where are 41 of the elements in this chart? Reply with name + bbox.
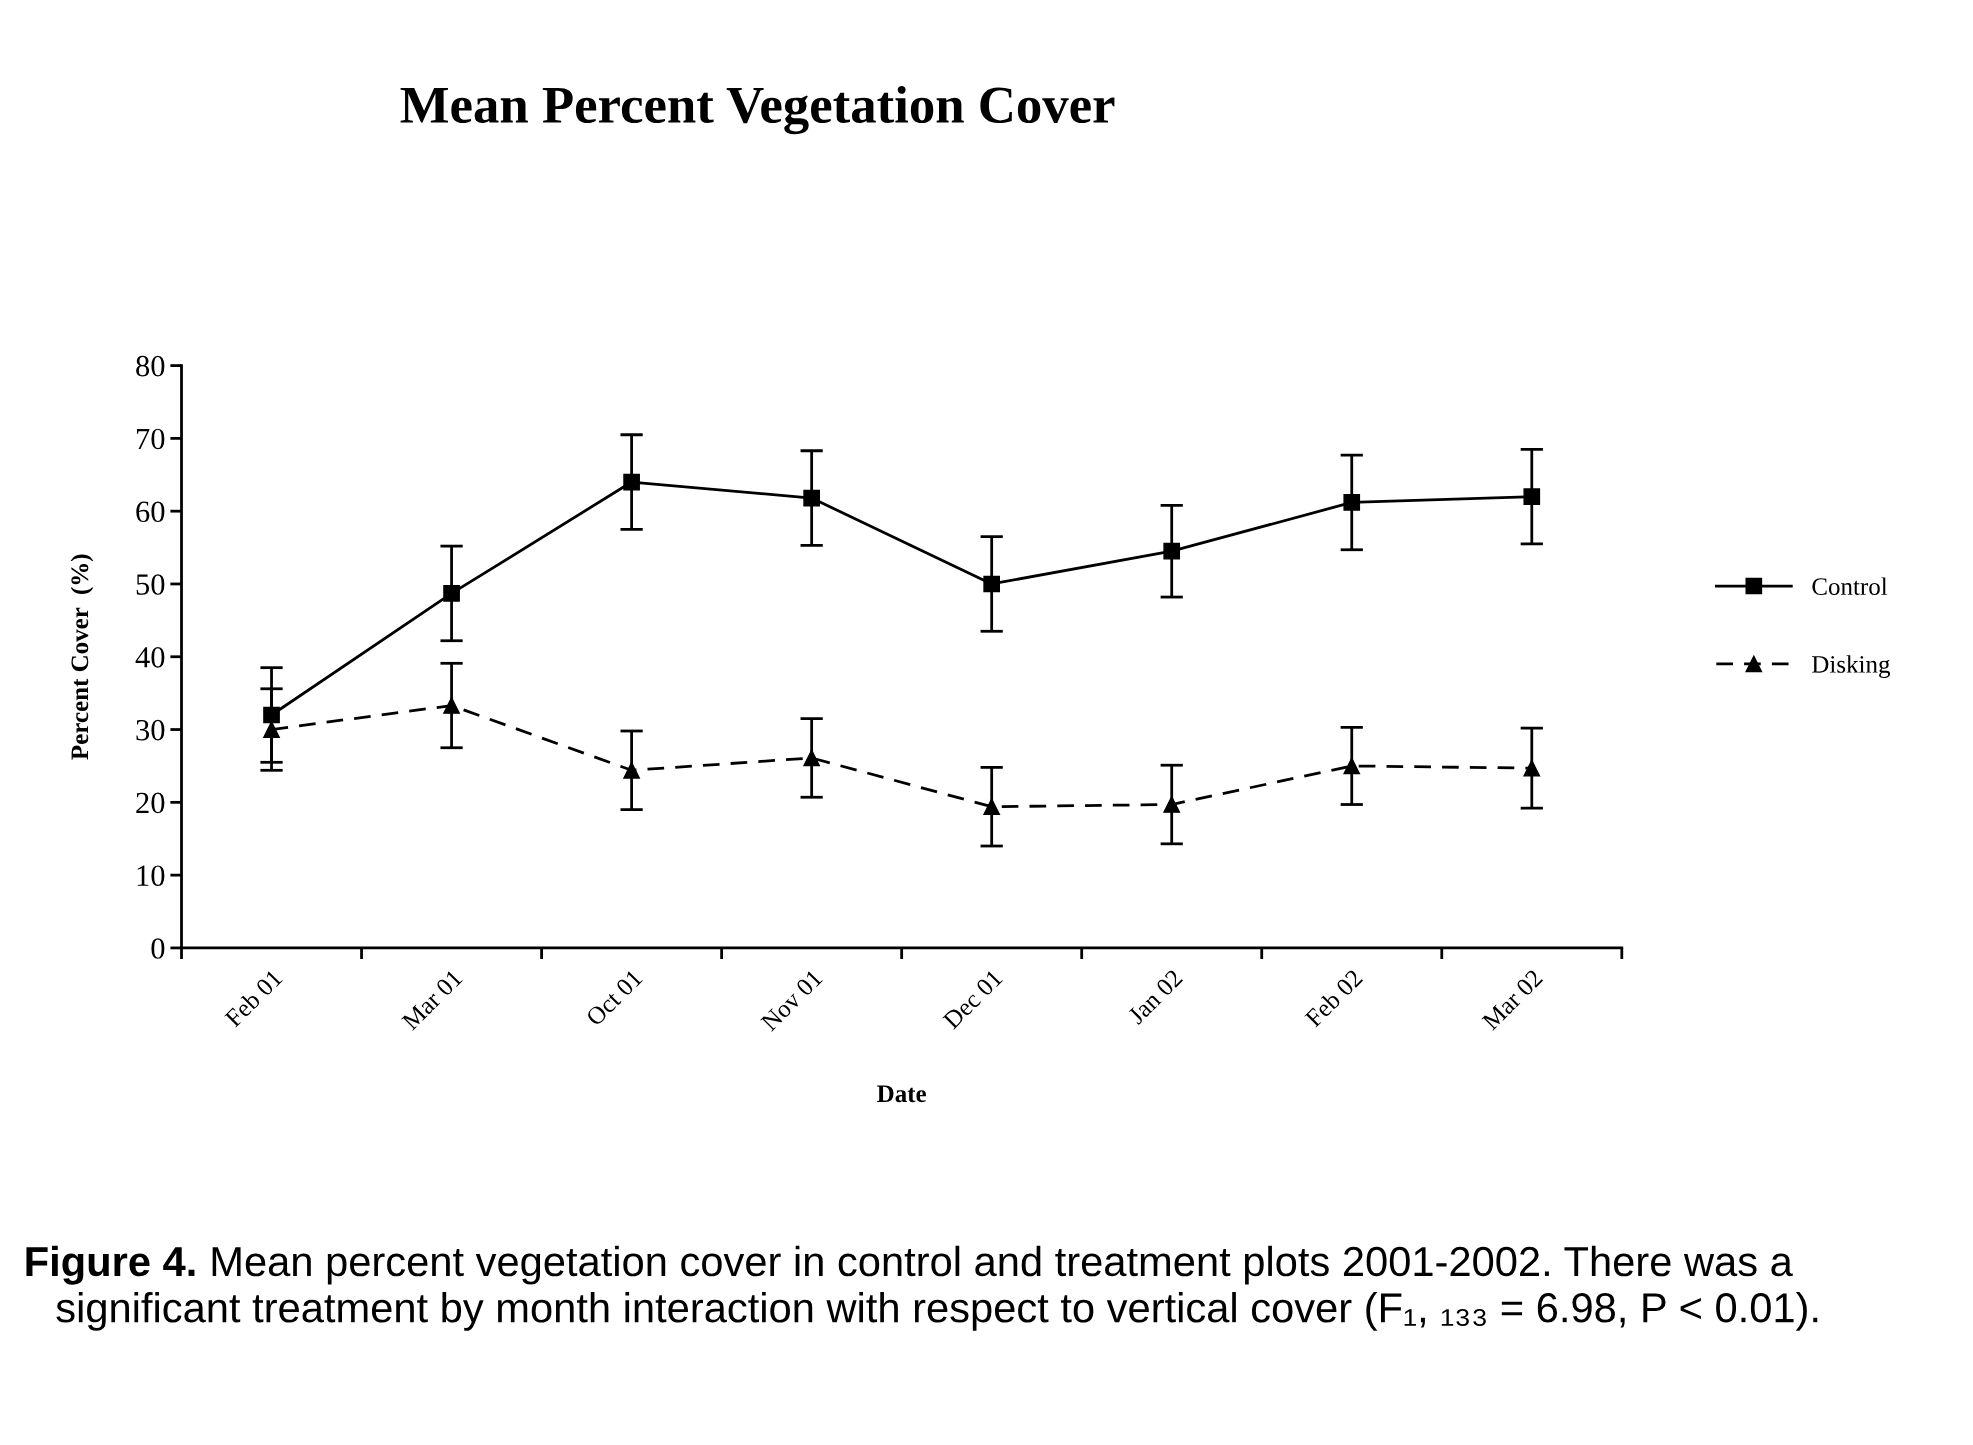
x-tick-label: Mar 02 bbox=[1481, 968, 1544, 1031]
point bbox=[263, 706, 280, 724]
x-tick-label: Jan 02 bbox=[1126, 968, 1184, 1026]
point bbox=[803, 749, 820, 767]
y-tick-label: 0 bbox=[151, 938, 165, 959]
x-tick-label: Mar 01 bbox=[401, 968, 463, 1031]
point bbox=[983, 798, 1001, 816]
text: significant treatment by month interaction with respect to vertical cover (F₁, ₁₃₃ = 6.98, P < 0.01). bbox=[56, 1291, 1818, 1331]
point bbox=[983, 575, 1001, 593]
x-tick-label: Feb 02 bbox=[1303, 968, 1364, 1028]
x-tick-label: Oct 01 bbox=[585, 968, 643, 1027]
text: Mean percent vegetation cover in control and treatment plots 2001-2002. There was a bbox=[212, 1245, 1793, 1285]
y-tick-label: 60 bbox=[136, 501, 165, 523]
y-tick-label: 20 bbox=[136, 792, 165, 814]
y-axis-title: Percent Cover (%) bbox=[70, 554, 94, 760]
point bbox=[623, 761, 640, 779]
legend-label: Control bbox=[1812, 577, 1888, 596]
point bbox=[1163, 796, 1181, 813]
point bbox=[443, 697, 460, 714]
y-tick-label: 70 bbox=[137, 428, 165, 450]
x-tick-label: Nov 01 bbox=[760, 968, 824, 1032]
x-tick-label: Dec 01 bbox=[942, 968, 1004, 1030]
point bbox=[1523, 759, 1541, 777]
point bbox=[1523, 488, 1541, 505]
y-tick-label: 50 bbox=[136, 574, 165, 595]
y-tick-label: 30 bbox=[136, 719, 165, 741]
y-tick-label: 80 bbox=[136, 355, 165, 377]
x-axis-title: Date bbox=[877, 1085, 926, 1103]
point bbox=[1343, 757, 1361, 775]
point bbox=[623, 473, 640, 491]
y-tick-label: 40 bbox=[135, 647, 165, 668]
legend-label: Disking bbox=[1812, 655, 1891, 678]
point bbox=[1343, 494, 1361, 511]
point bbox=[443, 585, 460, 602]
x-tick-label: Feb 01 bbox=[223, 968, 283, 1028]
point bbox=[1163, 542, 1181, 560]
caption: Figure 4. bbox=[26, 1245, 195, 1285]
y-tick-label: 10 bbox=[137, 865, 165, 887]
point bbox=[263, 721, 280, 738]
point bbox=[803, 489, 820, 507]
chart-title: Mean Percent Vegetation Cover bbox=[400, 85, 1115, 135]
